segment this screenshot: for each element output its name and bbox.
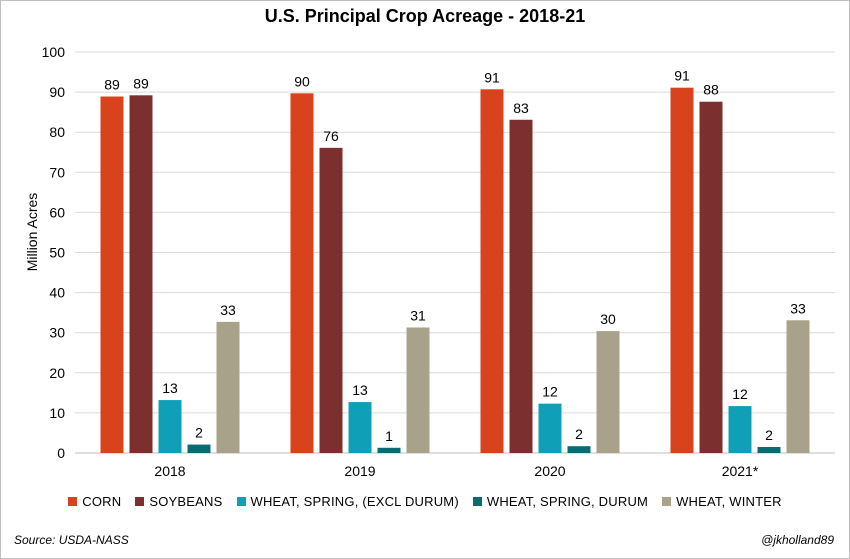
y-tick-label: 80 [49, 124, 65, 140]
data-label: 30 [600, 311, 616, 327]
chart-title: U.S. Principal Crop Acreage - 2018-21 [264, 6, 586, 26]
data-label: 91 [674, 68, 690, 84]
y-axis-title: Million Acres [24, 193, 40, 272]
y-tick-label: 30 [49, 325, 65, 341]
bar-wheat-winter-3 [786, 320, 810, 453]
data-label: 2 [765, 427, 773, 443]
legend-label: WHEAT, SPRING, (EXCL DURUM) [250, 494, 459, 509]
data-label: 76 [323, 128, 339, 144]
legend-item: WHEAT, SPRING, DURUM [472, 494, 649, 509]
legend: CORN SOYBEANS WHEAT, SPRING, (EXCL DURUM) W… [0, 494, 850, 509]
x-axis-ticks: 2018 2019 2020 2021* [154, 463, 758, 479]
legend-item: SOYBEANS [135, 494, 222, 509]
data-label: 13 [162, 380, 178, 396]
y-axis-ticks: 0 10 20 30 40 50 60 70 80 90 100 [42, 44, 66, 461]
bar-soybeans-2 [509, 119, 533, 454]
y-tick-label: 0 [57, 445, 65, 461]
source-note: Source: USDA-NASS [14, 533, 129, 547]
y-tick-label: 90 [49, 84, 65, 100]
data-label: 12 [732, 386, 748, 402]
data-label: 2 [195, 425, 203, 441]
data-label: 90 [294, 73, 310, 89]
data-label: 33 [220, 302, 236, 318]
credit-note: @jkholland89 [761, 533, 834, 547]
bar-wheat-spring-durum-3 [757, 446, 781, 453]
y-tick-label: 100 [42, 44, 66, 60]
data-labels: 89 89 13 2 33 90 76 13 1 31 91 83 12 2 30 91 88 12 2 33 [104, 68, 806, 444]
legend-swatch [472, 497, 482, 506]
data-label: 88 [703, 82, 719, 98]
y-tick-label: 60 [49, 204, 65, 220]
bar-wheat-spring-excl-durum-1 [348, 402, 372, 453]
x-tick-label: 2018 [154, 463, 185, 479]
legend-swatch [135, 497, 145, 506]
bar-wheat-spring-durum-1 [377, 447, 401, 453]
y-tick-label: 70 [49, 164, 65, 180]
legend-item: WHEAT, WINTER [662, 494, 782, 509]
bar-wheat-spring-excl-durum-3 [728, 406, 752, 453]
x-tick-label: 2019 [344, 463, 375, 479]
data-label: 12 [542, 384, 558, 400]
y-tick-label: 20 [49, 365, 65, 381]
y-tick-label: 10 [49, 405, 65, 421]
y-tick-label: 50 [49, 245, 65, 261]
bar-wheat-spring-excl-durum-2 [538, 403, 562, 453]
y-tick-label: 40 [49, 285, 65, 301]
bar-corn-1 [290, 93, 314, 453]
legend-swatch [236, 497, 246, 506]
legend-label: WHEAT, SPRING, DURUM [486, 494, 649, 509]
bar-soybeans-0 [129, 95, 153, 454]
data-label: 31 [410, 307, 426, 323]
bar-wheat-winter-2 [596, 331, 620, 453]
legend-swatch [662, 497, 672, 506]
x-tick-label: 2020 [534, 463, 565, 479]
data-label: 89 [104, 77, 120, 93]
bar-wheat-spring-excl-durum-0 [158, 400, 182, 453]
bars [100, 87, 810, 454]
legend-label: SOYBEANS [149, 494, 223, 509]
legend-item: WHEAT, SPRING, (EXCL DURUM) [236, 494, 459, 509]
data-label: 83 [513, 100, 529, 116]
legend-item: CORN [68, 494, 121, 509]
data-label: 1 [385, 428, 393, 444]
bar-corn-2 [480, 89, 504, 453]
legend-label: WHEAT, WINTER [676, 494, 782, 509]
legend-swatch [68, 497, 78, 506]
bar-soybeans-1 [319, 147, 343, 454]
bar-wheat-winter-0 [216, 321, 240, 453]
data-label: 33 [790, 300, 806, 316]
bar-wheat-winter-1 [406, 327, 430, 453]
bar-corn-0 [100, 96, 124, 454]
data-label: 2 [575, 426, 583, 442]
bar-corn-3 [670, 87, 694, 454]
data-label: 89 [133, 75, 149, 91]
x-tick-label: 2021* [722, 463, 759, 479]
bar-wheat-spring-durum-0 [187, 444, 211, 453]
data-label: 91 [484, 69, 500, 85]
legend-label: CORN [82, 494, 122, 509]
bar-wheat-spring-durum-2 [567, 446, 591, 453]
data-label: 13 [352, 382, 368, 398]
bar-soybeans-3 [699, 101, 723, 453]
